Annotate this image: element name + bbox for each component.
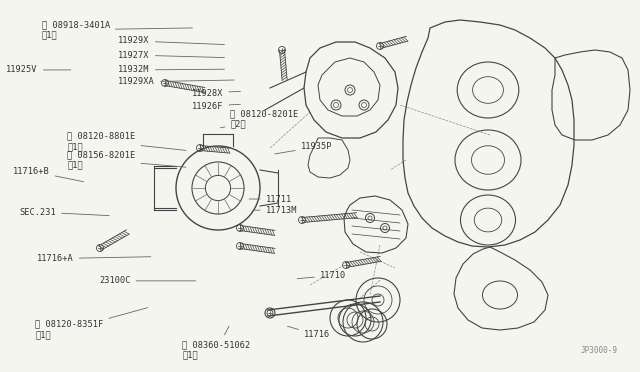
Text: 11928X: 11928X xyxy=(192,89,241,97)
Text: 11713M: 11713M xyxy=(252,206,297,215)
Text: 11925V: 11925V xyxy=(6,65,71,74)
Text: 23100C: 23100C xyxy=(99,276,196,285)
Text: 11929XA: 11929XA xyxy=(118,77,234,86)
Text: Ⓑ 08120-8801E
（1）: Ⓑ 08120-8801E （1） xyxy=(67,132,186,151)
Text: 11710: 11710 xyxy=(297,271,346,280)
Text: Ⓑ 08156-8201E
（1）: Ⓑ 08156-8201E （1） xyxy=(67,150,186,170)
Text: Ⓢ 08360-51062
（1）: Ⓢ 08360-51062 （1） xyxy=(182,326,251,359)
Text: Ⓑ 08120-8351F
（1）: Ⓑ 08120-8351F （1） xyxy=(35,308,148,339)
Text: JP3000-9: JP3000-9 xyxy=(580,346,618,355)
Text: 11716: 11716 xyxy=(287,326,330,339)
Text: 11932M: 11932M xyxy=(118,65,225,74)
Text: Ⓑ 08120-8201E
（2）: Ⓑ 08120-8201E （2） xyxy=(220,109,299,129)
Text: 11929X: 11929X xyxy=(118,36,225,45)
Text: SEC.231: SEC.231 xyxy=(19,208,109,217)
Text: 11926F: 11926F xyxy=(192,102,241,110)
Text: 11935P: 11935P xyxy=(275,142,332,154)
Text: 11716+A: 11716+A xyxy=(37,254,151,263)
Text: 11927X: 11927X xyxy=(118,51,225,60)
Text: 11716+B: 11716+B xyxy=(13,167,84,182)
Text: Ⓝ 08918-3401A
（1）: Ⓝ 08918-3401A （1） xyxy=(42,20,193,39)
Text: 11711: 11711 xyxy=(249,195,292,203)
